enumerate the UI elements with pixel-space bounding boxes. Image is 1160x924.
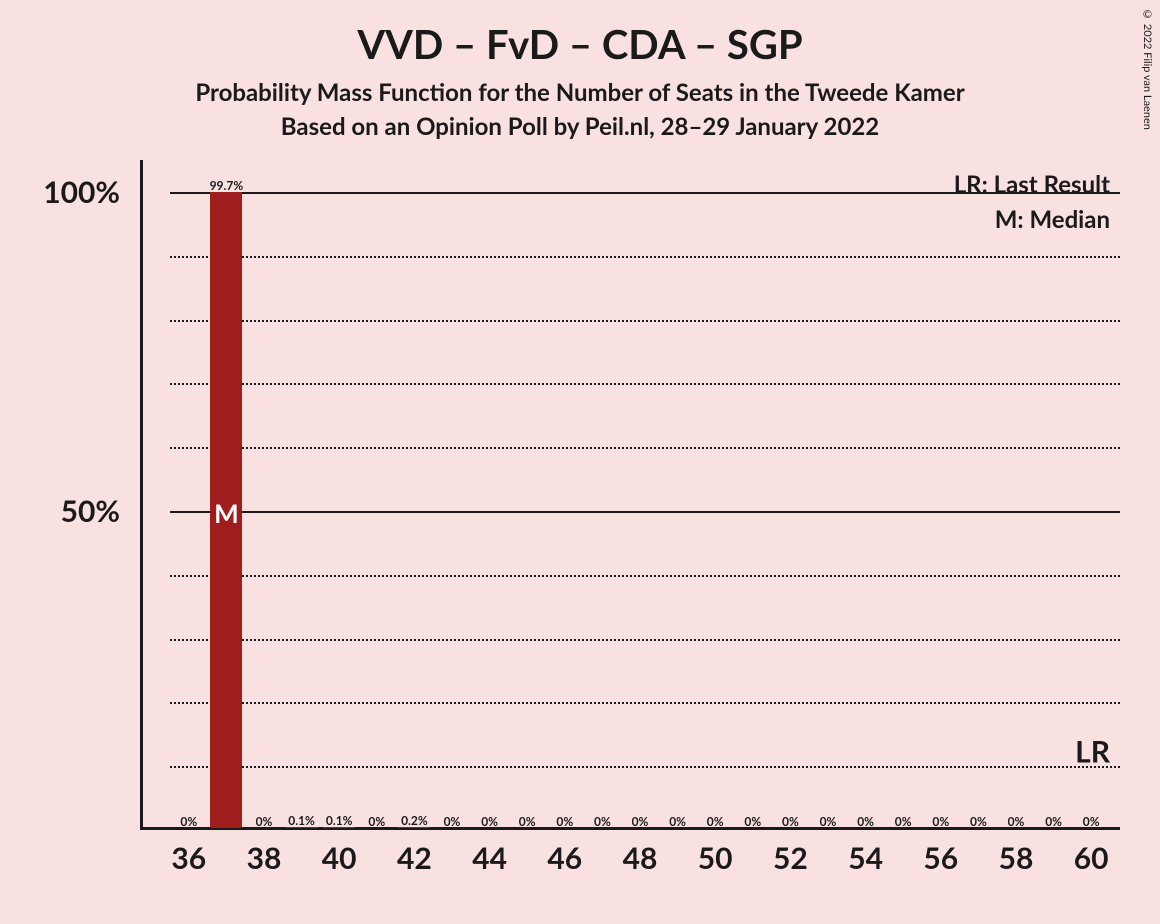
bar-value-label: 0%: [256, 814, 273, 829]
grid-minor-line: [170, 702, 1120, 704]
bar-value-label: 0.1%: [326, 813, 353, 828]
x-axis-label: 54: [848, 840, 883, 876]
grid-minor-line: [170, 320, 1120, 322]
x-axis-label: 58: [999, 840, 1034, 876]
bar-value-label: 0%: [820, 814, 837, 829]
plot-area: LR: Last Result M: Median 50%100%LR0%99.…: [140, 160, 1120, 830]
x-axis-label: 48: [623, 840, 658, 876]
bar-value-label: 0%: [1045, 814, 1062, 829]
y-axis-label: 50%: [61, 493, 120, 529]
bar-value-label: 0%: [857, 814, 874, 829]
y-axis-label: 100%: [43, 174, 120, 210]
bar-value-label: 0%: [707, 814, 724, 829]
x-axis-label: 44: [472, 840, 507, 876]
bar-value-label: 0%: [368, 814, 385, 829]
bar-value-label: 0%: [180, 814, 197, 829]
x-axis-label: 46: [547, 840, 582, 876]
x-axis-label: 50: [698, 840, 733, 876]
bar-value-label: 0%: [481, 814, 498, 829]
grid-minor-line: [170, 639, 1120, 641]
grid-minor-line: [170, 447, 1120, 449]
bar-value-label: 99.7%: [210, 178, 244, 193]
x-axis-label: 60: [1074, 840, 1109, 876]
copyright-text: © 2022 Filip van Laenen: [1141, 8, 1154, 130]
x-axis-label: 52: [773, 840, 808, 876]
bar-value-label: 0%: [744, 814, 761, 829]
chart-container: VVD – FvD – CDA – SGP Probability Mass F…: [0, 0, 1160, 924]
chart-subtitle-1: Probability Mass Function for the Number…: [0, 78, 1160, 107]
bar-value-label: 0%: [519, 814, 536, 829]
grid-minor-line: [170, 766, 1120, 768]
chart-title: VVD – FvD – CDA – SGP: [0, 20, 1160, 68]
grid-minor-line: [170, 383, 1120, 385]
legend-last-result: LR: Last Result: [954, 170, 1110, 199]
last-result-marker: LR: [1075, 734, 1110, 770]
bar-value-label: 0%: [970, 814, 987, 829]
bar-value-label: 0%: [1083, 814, 1100, 829]
x-axis-label: 42: [397, 840, 432, 876]
bar-value-label: 0%: [594, 814, 611, 829]
grid-major-line: [170, 511, 1120, 513]
bar-value-label: 0%: [1008, 814, 1025, 829]
x-axis-label: 56: [923, 840, 958, 876]
x-axis-label: 40: [322, 840, 357, 876]
median-marker: M: [214, 497, 239, 529]
bar-value-label: 0.1%: [288, 813, 315, 828]
bar-value-label: 0%: [782, 814, 799, 829]
x-axis-label: 36: [171, 840, 206, 876]
chart-subtitle-2: Based on an Opinion Poll by Peil.nl, 28–…: [0, 112, 1160, 141]
bar-value-label: 0%: [669, 814, 686, 829]
legend-median: M: Median: [995, 205, 1110, 234]
bar-value-label: 0.2%: [401, 813, 428, 828]
grid-minor-line: [170, 575, 1120, 577]
bar-value-label: 0%: [444, 814, 461, 829]
bar-value-label: 0%: [556, 814, 573, 829]
bar-value-label: 0%: [632, 814, 649, 829]
bar-value-label: 0%: [895, 814, 912, 829]
grid-minor-line: [170, 256, 1120, 258]
x-axis-label: 38: [247, 840, 282, 876]
grid-major-line: [170, 192, 1120, 194]
bar-value-label: 0%: [932, 814, 949, 829]
y-axis: [140, 160, 143, 830]
